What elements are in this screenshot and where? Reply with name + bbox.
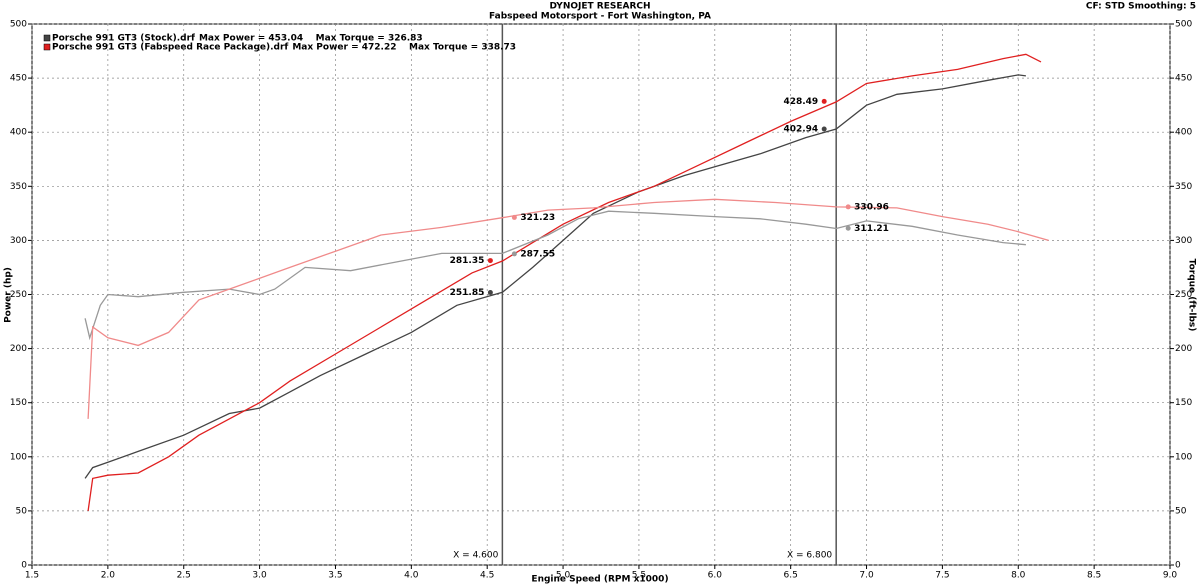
y-tick-label: 350 <box>10 182 27 192</box>
x-tick-label: 5.5 <box>632 571 646 581</box>
readout-label: 402.94 <box>783 125 818 135</box>
legend-name: Porsche 991 GT3 (Stock).drf <box>52 34 195 44</box>
y-tick-label: 0 <box>21 561 27 571</box>
x-tick-label: 8.5 <box>1087 571 1101 581</box>
series-line <box>87 198 1049 419</box>
y-axis-label: Power (hp) <box>4 267 14 323</box>
y2-tick-label: 0 <box>1175 561 1181 571</box>
x-tick-label: 6.5 <box>784 571 798 581</box>
y2-tick-label: 300 <box>1175 236 1192 246</box>
cursor-label: X = 4.600 <box>453 551 498 561</box>
chart-subtitle: Fabspeed Motorsport - Fort Washington, P… <box>489 12 711 22</box>
readout-label: 428.49 <box>783 97 818 107</box>
y-tick-label: 400 <box>10 128 27 138</box>
readout-marker <box>511 251 517 257</box>
readout-label: 321.23 <box>520 213 555 223</box>
readout-marker <box>487 289 493 295</box>
y-tick-label: 500 <box>10 20 27 30</box>
readout-marker <box>511 214 517 220</box>
readout-marker <box>821 126 827 132</box>
x-tick-label: 5.0 <box>556 571 571 581</box>
y2-tick-label: 250 <box>1175 290 1192 300</box>
x-tick-label: 4.0 <box>404 571 419 581</box>
cursor-label: X = 6.800 <box>787 551 832 561</box>
y2-tick-label: 50 <box>1175 506 1187 516</box>
y-tick-label: 300 <box>10 236 27 246</box>
y-tick-label: 450 <box>10 74 27 84</box>
readout-marker <box>821 98 827 104</box>
y2-axis-label: Torque (ft-lbs) <box>1187 259 1197 332</box>
readout-label: 281.35 <box>450 256 485 266</box>
x-tick-label: 7.5 <box>935 571 949 581</box>
x-tick-label: 9.0 <box>1163 571 1178 581</box>
y-tick-label: 200 <box>10 344 27 354</box>
readout-marker <box>487 258 493 264</box>
y2-tick-label: 450 <box>1175 74 1192 84</box>
y2-tick-label: 100 <box>1175 452 1192 462</box>
legend-name: Porsche 991 GT3 (Fabspeed Race Package).… <box>52 43 288 53</box>
readout-label: 311.21 <box>854 224 889 234</box>
x-tick-label: 2.0 <box>101 571 116 581</box>
series-line <box>87 53 1042 511</box>
readout-label: 287.55 <box>520 249 555 259</box>
x-tick-label: 4.5 <box>480 571 494 581</box>
legend-swatch <box>43 34 51 42</box>
y2-tick-label: 500 <box>1175 20 1192 30</box>
y-tick-label: 50 <box>16 506 28 516</box>
x-tick-label: 8.0 <box>1011 571 1026 581</box>
x-tick-label: 3.5 <box>328 571 342 581</box>
readout-marker <box>845 225 851 231</box>
x-tick-label: 3.0 <box>252 571 267 581</box>
settings-text: CF: STD Smoothing: 5 <box>1086 2 1196 12</box>
y-tick-label: 250 <box>10 290 27 300</box>
y2-tick-label: 350 <box>1175 182 1192 192</box>
legend-summary: Max Power = 453.04 Max Torque = 326.83 <box>199 34 423 44</box>
chart-title: DYNOJET RESEARCH <box>549 2 650 12</box>
x-tick-label: 1.5 <box>25 571 39 581</box>
series-line <box>84 210 1026 341</box>
y2-tick-label: 150 <box>1175 398 1192 408</box>
readout-label: 251.85 <box>450 288 485 298</box>
x-tick-label: 6.0 <box>708 571 723 581</box>
series-line <box>84 74 1026 479</box>
legend-summary: Max Power = 472.22 Max Torque = 338.73 <box>292 43 516 53</box>
x-tick-label: 2.5 <box>177 571 191 581</box>
x-tick-label: 7.0 <box>859 571 874 581</box>
y2-tick-label: 200 <box>1175 344 1192 354</box>
x-axis-label: Engine Speed (RPM x1000) <box>531 575 668 585</box>
y-tick-label: 100 <box>10 452 27 462</box>
y-tick-label: 150 <box>10 398 27 408</box>
readout-label: 330.96 <box>854 202 889 212</box>
y2-tick-label: 400 <box>1175 128 1192 138</box>
legend-swatch <box>43 43 51 51</box>
readout-marker <box>845 204 851 210</box>
